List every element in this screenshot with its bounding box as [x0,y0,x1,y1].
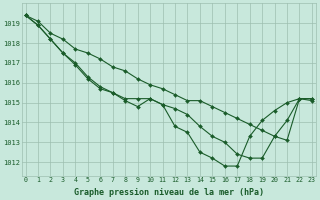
X-axis label: Graphe pression niveau de la mer (hPa): Graphe pression niveau de la mer (hPa) [74,188,264,197]
